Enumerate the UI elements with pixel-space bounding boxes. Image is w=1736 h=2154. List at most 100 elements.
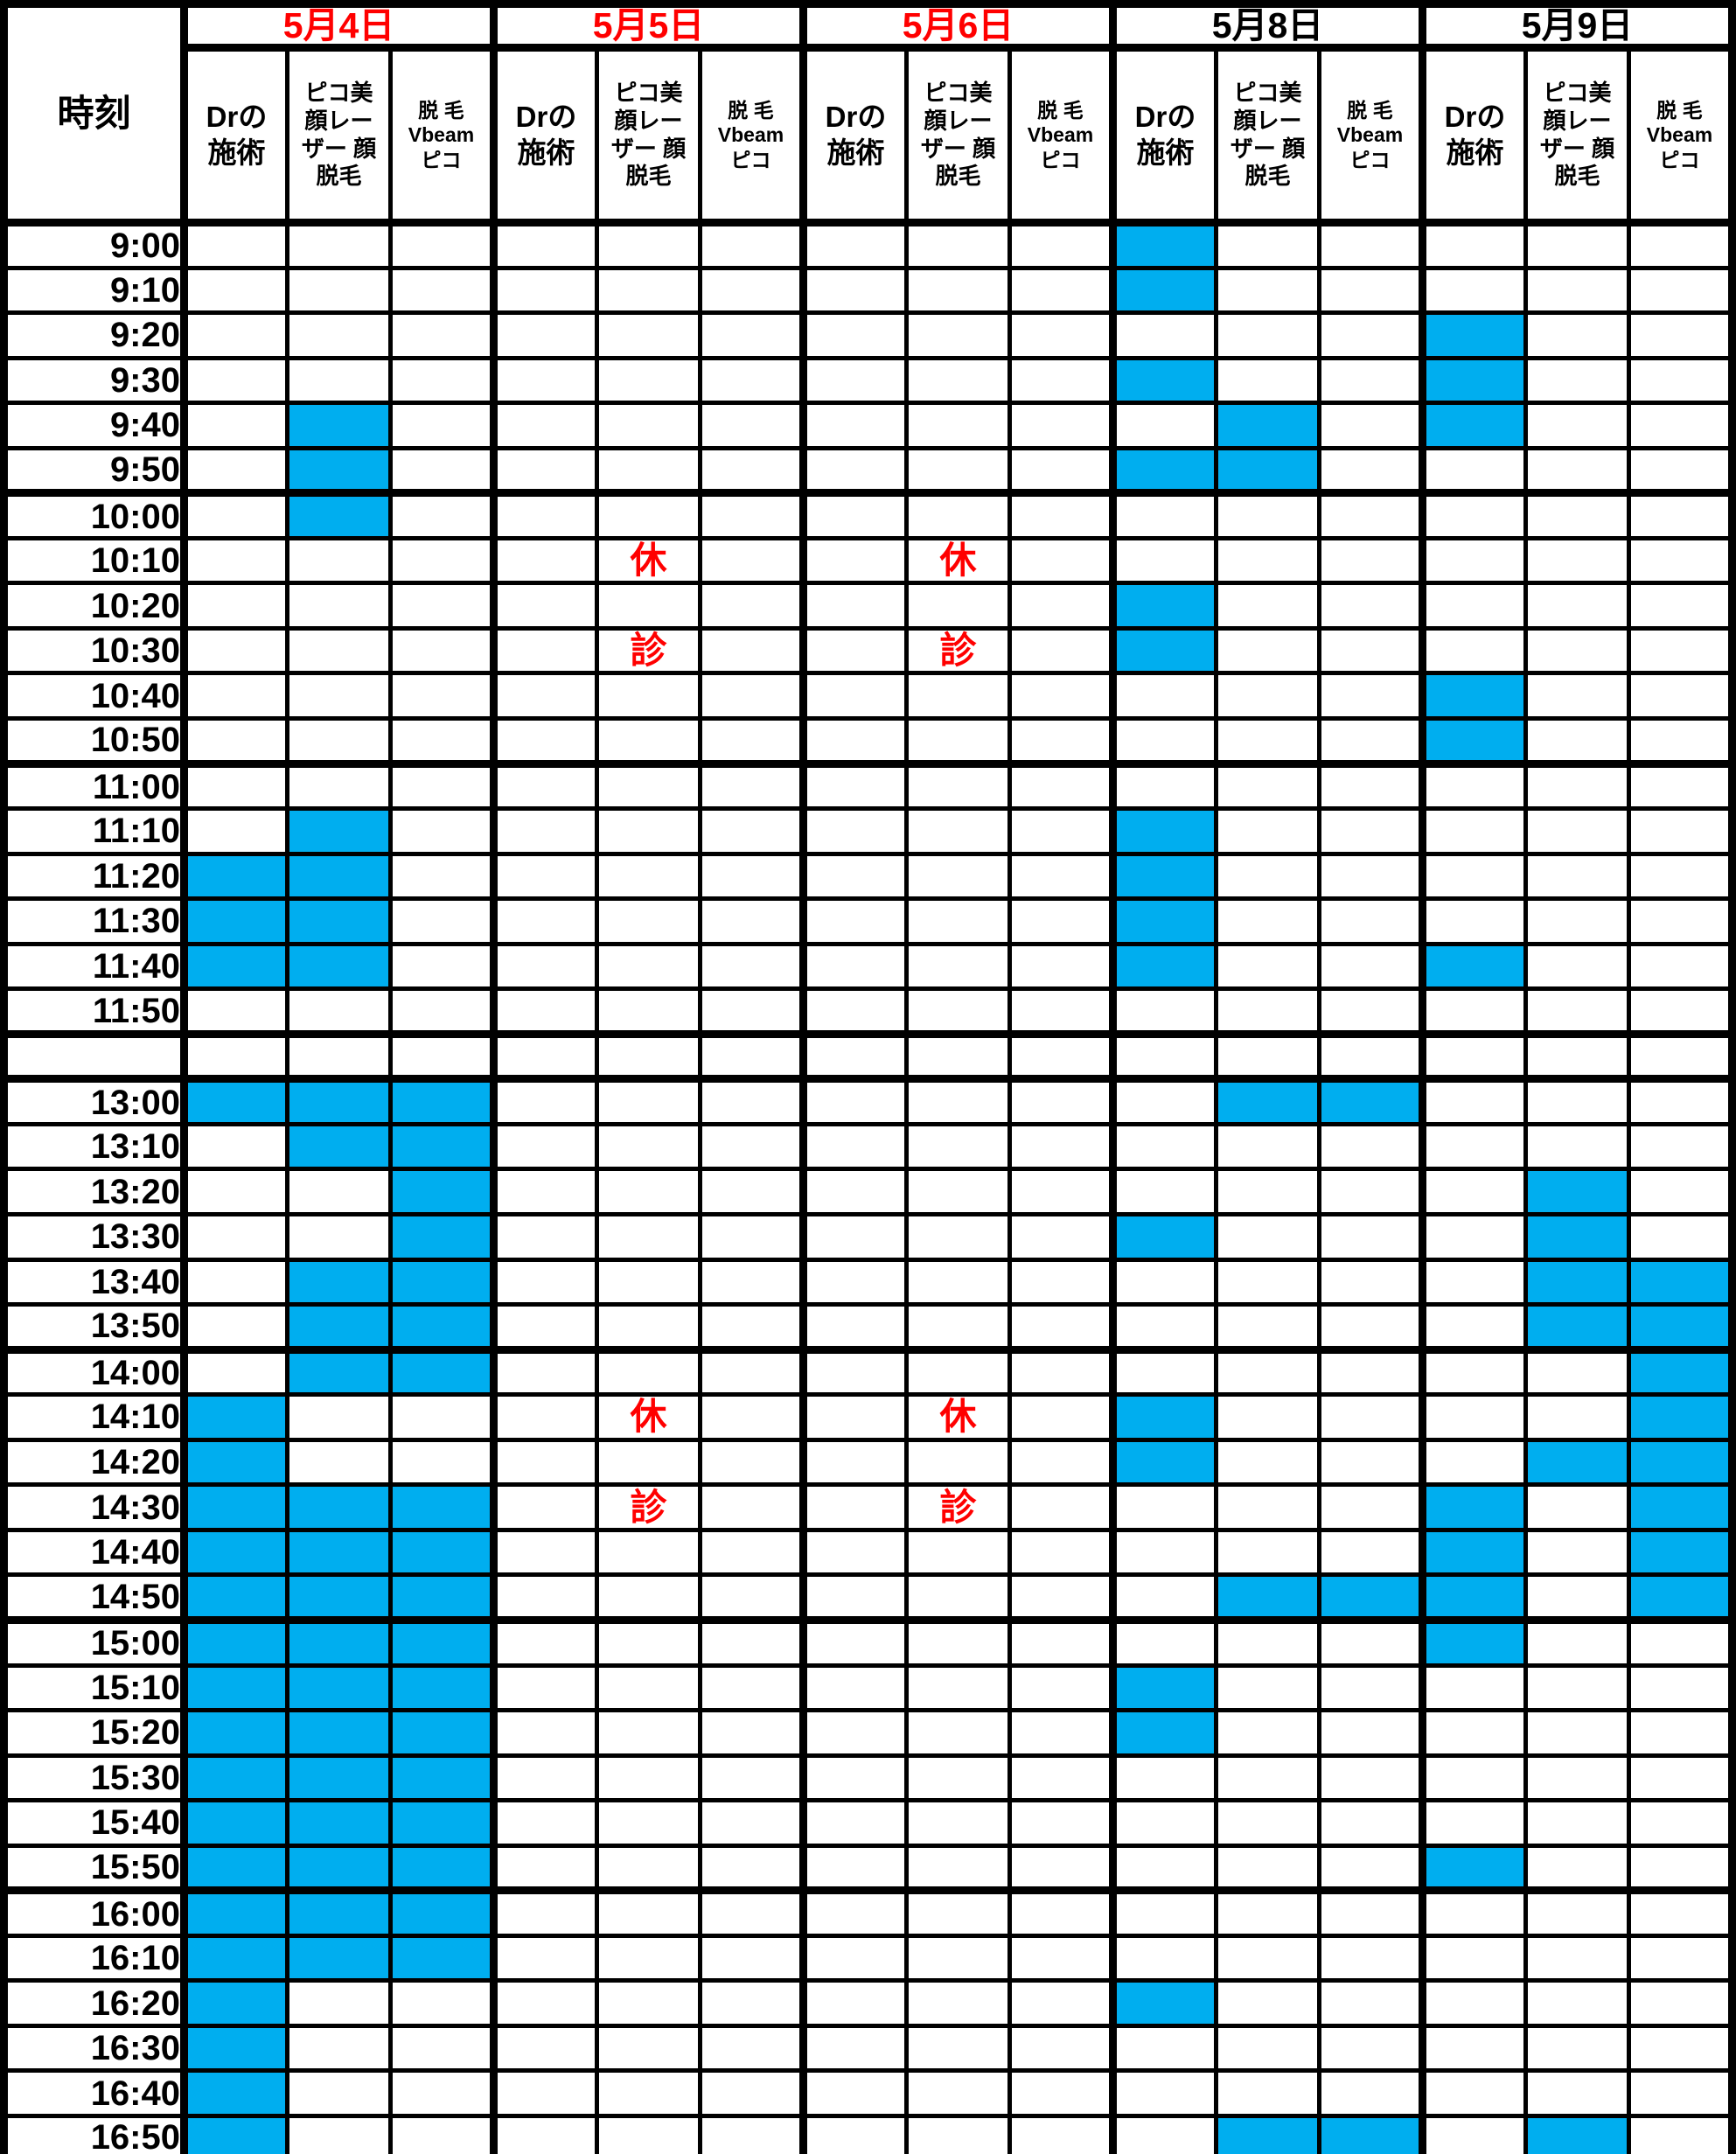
slot-day4-pico-930 <box>1214 355 1321 406</box>
slot-day3-pico-1050 <box>904 716 1012 766</box>
slot-day5-vbeam-1620 <box>1627 1978 1734 2028</box>
slot-day4-vbeam-1530 <box>1317 1753 1425 1803</box>
break-cell-col5 <box>595 1029 702 1082</box>
slot-day5-vbeam-1030 <box>1627 625 1734 676</box>
slot-day4-vbeam-1630 <box>1317 2023 1425 2074</box>
slot-day2-dr-1410 <box>490 1392 599 1442</box>
slot-day3-pico-910 <box>904 265 1012 316</box>
slot-day1-pico-1150 <box>285 986 393 1036</box>
slot-day3-pico-920 <box>904 310 1012 360</box>
slot-day5-pico-1120 <box>1523 851 1631 902</box>
slot-day5-vbeam-1540 <box>1627 1798 1734 1848</box>
slot-day5-pico-1500 <box>1523 1615 1631 1668</box>
slot-day4-dr-950 <box>1109 445 1218 496</box>
slot-day2-pico-1040 <box>595 671 702 721</box>
slot-day5-pico-910 <box>1523 265 1631 316</box>
slot-day1-pico-900 <box>285 219 393 270</box>
slot-day5-vbeam-1440 <box>1627 1527 1734 1578</box>
slot-day4-vbeam-1520 <box>1317 1708 1425 1758</box>
slot-day2-pico-1550 <box>595 1843 702 1893</box>
slot-day3-vbeam-1130 <box>1007 896 1115 946</box>
slot-day5-dr-1100 <box>1419 759 1528 812</box>
slot-day2-vbeam-1140 <box>698 941 805 992</box>
slot-day5-vbeam-1430 <box>1627 1482 1734 1532</box>
break-cell-time-column <box>2 1029 186 1082</box>
time-label-1340: 13:40 <box>2 1257 186 1307</box>
slot-day3-dr-1640 <box>799 2068 909 2118</box>
slot-day3-pico-940 <box>904 401 1012 450</box>
slot-day4-dr-1400 <box>1109 1345 1218 1398</box>
slot-day3-pico-1110 <box>904 806 1012 856</box>
slot-day2-vbeam-1300 <box>698 1075 805 1126</box>
slot-day4-vbeam-1410 <box>1317 1392 1425 1442</box>
slot-day4-pico-1420 <box>1214 1437 1321 1488</box>
slot-day3-dr-920 <box>799 310 909 360</box>
time-row-1000: 10:00 <box>2 489 1734 540</box>
slot-day4-dr-1040 <box>1109 671 1218 721</box>
slot-day2-pico-1610 <box>595 1933 702 1983</box>
slot-day5-pico-1640 <box>1523 2068 1631 2118</box>
time-row-1640: 16:40 <box>2 2068 1734 2118</box>
slot-day5-dr-1650 <box>1419 2113 1528 2154</box>
slot-day2-pico-900 <box>595 219 702 270</box>
slot-day5-dr-1510 <box>1419 1663 1528 1713</box>
slot-day4-pico-1130 <box>1214 896 1321 946</box>
slot-day2-vbeam-1500 <box>698 1615 805 1668</box>
slot-day5-pico-1520 <box>1523 1708 1631 1758</box>
slot-day2-vbeam-1320 <box>698 1167 805 1217</box>
time-row-1420: 14:20 <box>2 1437 1734 1488</box>
time-label-1010: 10:10 <box>2 535 186 586</box>
slot-day2-pico-1310 <box>595 1121 702 1172</box>
slot-day3-pico-1330 <box>904 1212 1012 1262</box>
time-label-1110: 11:10 <box>2 806 186 856</box>
closed-mark-day2-1030: 診 <box>595 625 702 676</box>
slot-day2-pico-1500 <box>595 1615 702 1668</box>
slot-day4-pico-1350 <box>1214 1302 1321 1352</box>
slot-day1-vbeam-1540 <box>388 1798 496 1848</box>
slot-day1-pico-1300 <box>285 1075 393 1126</box>
slot-day4-pico-1400 <box>1214 1345 1321 1398</box>
slot-day1-pico-910 <box>285 265 393 316</box>
slot-day1-pico-920 <box>285 310 393 360</box>
slot-day3-dr-1510 <box>799 1663 909 1713</box>
slot-day5-vbeam-1150 <box>1627 986 1734 1036</box>
slot-day4-vbeam-1020 <box>1317 581 1425 631</box>
slot-day1-pico-1420 <box>285 1437 393 1488</box>
slot-day3-pico-1320 <box>904 1167 1012 1217</box>
break-cell-col13 <box>1419 1029 1528 1082</box>
slot-day1-pico-1440 <box>285 1527 393 1578</box>
slot-day1-vbeam-1400 <box>388 1345 496 1398</box>
time-row-1050: 10:50 <box>2 716 1734 766</box>
lunch-break-row <box>2 1029 1734 1082</box>
slot-day4-dr-1010 <box>1109 535 1218 586</box>
slot-day1-dr-1620 <box>180 1978 289 2028</box>
closed-mark-day3-1010: 休 <box>904 535 1012 586</box>
break-cell-col15 <box>1627 1029 1734 1082</box>
slot-day1-pico-1430 <box>285 1482 393 1532</box>
break-cell-col7 <box>799 1029 909 1082</box>
slot-day4-vbeam-940 <box>1317 401 1425 450</box>
time-row-1630: 16:30 <box>2 2023 1734 2074</box>
slot-day3-pico-1100 <box>904 759 1012 812</box>
slot-day3-vbeam-1310 <box>1007 1121 1115 1172</box>
slot-day5-pico-1300 <box>1523 1075 1631 1126</box>
slot-day1-pico-1350 <box>285 1302 393 1352</box>
date-header-day2: 5月5日 <box>490 2 805 50</box>
subcol-header-day1-vbeam: 脱 毛 Vbeam ピコ <box>388 44 496 225</box>
time-row-1400: 14:00 <box>2 1345 1734 1398</box>
slot-day4-pico-1320 <box>1214 1167 1321 1217</box>
slot-day1-vbeam-1420 <box>388 1437 496 1488</box>
slot-day4-dr-1540 <box>1109 1798 1218 1848</box>
slot-day2-pico-940 <box>595 401 702 450</box>
slot-day5-vbeam-900 <box>1627 219 1734 270</box>
slot-day5-vbeam-1120 <box>1627 851 1734 902</box>
slot-day1-vbeam-1430 <box>388 1482 496 1532</box>
slot-day3-pico-1300 <box>904 1075 1012 1126</box>
slot-day4-vbeam-1040 <box>1317 671 1425 721</box>
slot-day5-dr-1010 <box>1419 535 1528 586</box>
slot-day1-dr-1430 <box>180 1482 289 1532</box>
time-label-1350: 13:50 <box>2 1302 186 1352</box>
slot-day4-vbeam-1550 <box>1317 1843 1425 1893</box>
time-row-1540: 15:40 <box>2 1798 1734 1848</box>
slot-day3-dr-1420 <box>799 1437 909 1488</box>
